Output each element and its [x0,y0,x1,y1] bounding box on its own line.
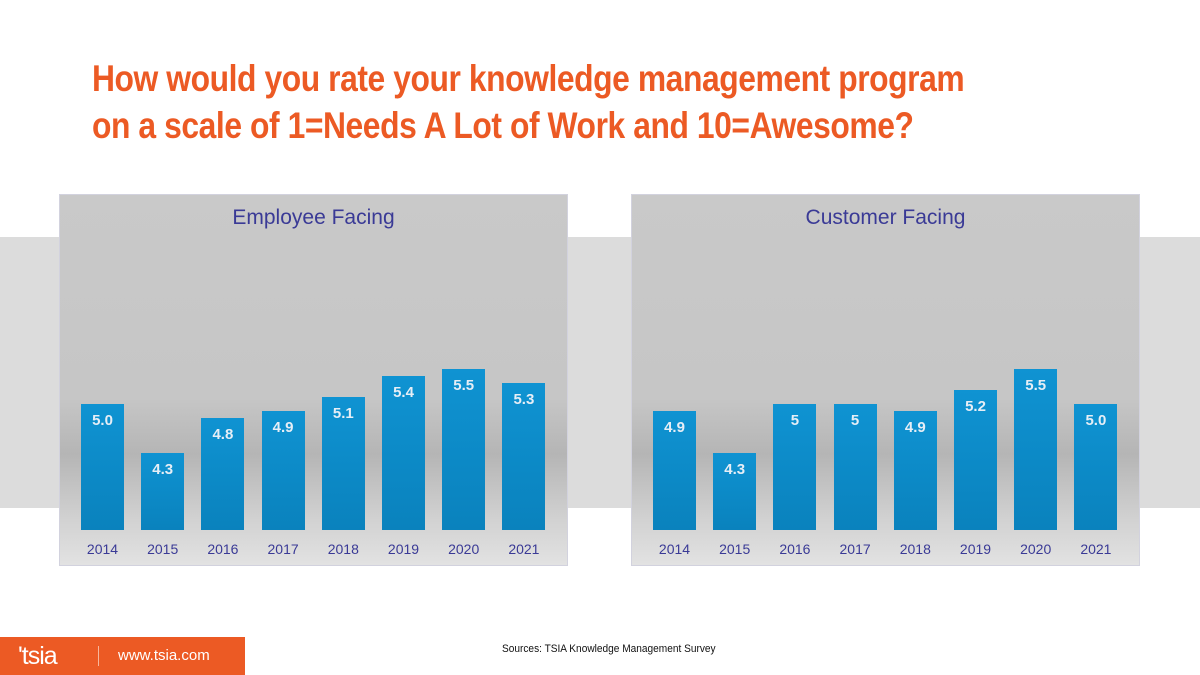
bar-value-label: 5.2 [965,398,986,415]
x-axis-label: 2016 [779,541,811,557]
bar-2017: 5 [833,404,877,530]
x-axis-label: 2017 [839,541,871,557]
title-line-2: on a scale of 1=Needs A Lot of Work and … [92,105,914,146]
bar-value-label: 4.3 [724,461,746,478]
x-axis-label: 2019 [387,541,420,557]
bar-value-label: 4.3 [152,461,174,478]
x-axis-label: 2020 [1020,541,1052,557]
x-axis-label: 2016 [207,541,239,557]
bar-2016: 5 [773,404,817,530]
tsia-logo: 'tsia [18,642,58,670]
bar-value-label: 5.5 [1025,377,1047,394]
bar-value-label: 4.8 [212,426,234,443]
bar-2018: 4.9 [893,411,937,530]
title-line-1: How would you rate your knowledge manage… [92,58,965,99]
x-axis-label: 2014 [658,541,691,557]
x-axis-label: 2015 [719,541,751,557]
bar-value-label: 5.5 [453,377,475,394]
tsia-footer-badge[interactable]: 'tsia www.tsia.com [0,637,245,675]
slide-title: How would you rate your knowledge manage… [92,55,1004,149]
x-axis-label: 2021 [1080,541,1112,557]
bar-value-label: 5.4 [393,384,414,401]
bar-value-label: 5.1 [332,405,354,422]
bar-2017: 4.9 [261,411,305,530]
bar-value-label: 5.0 [92,412,113,429]
bar-2021: 5.3 [502,383,546,530]
bar-2020: 5.5 [1014,369,1058,530]
source-note: Sources: TSIA Knowledge Management Surve… [502,643,716,655]
bar-2019: 5.4 [382,376,425,530]
website-link[interactable]: www.tsia.com [118,647,210,664]
bar-2016: 4.8 [201,418,245,530]
x-axis-label: 2018 [327,541,359,557]
bar-value-label: 5.0 [1085,412,1107,429]
x-axis-label: 2020 [448,541,480,557]
bar-2019: 5.2 [954,390,997,530]
divider [98,646,99,666]
bar-area: 5.0 2014 4.3 2015 4.8 2016 4.9 2017 5.1 2018 5.4 20… [60,195,567,565]
chart-title: Employee Facing [232,206,395,229]
bar-2020: 5.5 [442,369,486,530]
bar-area: 4.9 2014 4.3 2015 5 2016 5 2017 4.9 2018 5.2 2019 5.… [632,195,1139,565]
bar-2018: 5.1 [321,397,365,530]
bar-value-label: 5 [790,412,800,429]
x-axis-label: 2015 [147,541,179,557]
bar-2015: 4.3 [141,453,185,530]
bar-value-label: 5 [850,412,860,429]
x-axis-label: 2014 [86,541,119,557]
x-axis-label: 2018 [899,541,931,557]
bar-value-label: 4.9 [664,419,685,436]
x-axis-label: 2021 [508,541,540,557]
bar-2014: 5.0 [81,404,124,530]
x-axis-label: 2019 [959,541,992,557]
bar-value-label: 5.3 [513,391,535,408]
chart-title: Customer Facing [805,206,966,229]
employee-facing-chart: Employee Facing 5.0 2014 4.3 2015 4.8 2016 4.9… [59,194,568,566]
bar-2021: 5.0 [1074,404,1118,530]
bar-2014: 4.9 [653,411,696,530]
bar-value-label: 4.9 [904,419,926,436]
bar-2015: 4.3 [713,453,757,530]
customer-facing-chart: Customer Facing 4.9 2014 4.3 2015 5 2016 5 2017… [631,194,1140,566]
x-axis-label: 2017 [267,541,299,557]
bar-value-label: 4.9 [272,419,294,436]
